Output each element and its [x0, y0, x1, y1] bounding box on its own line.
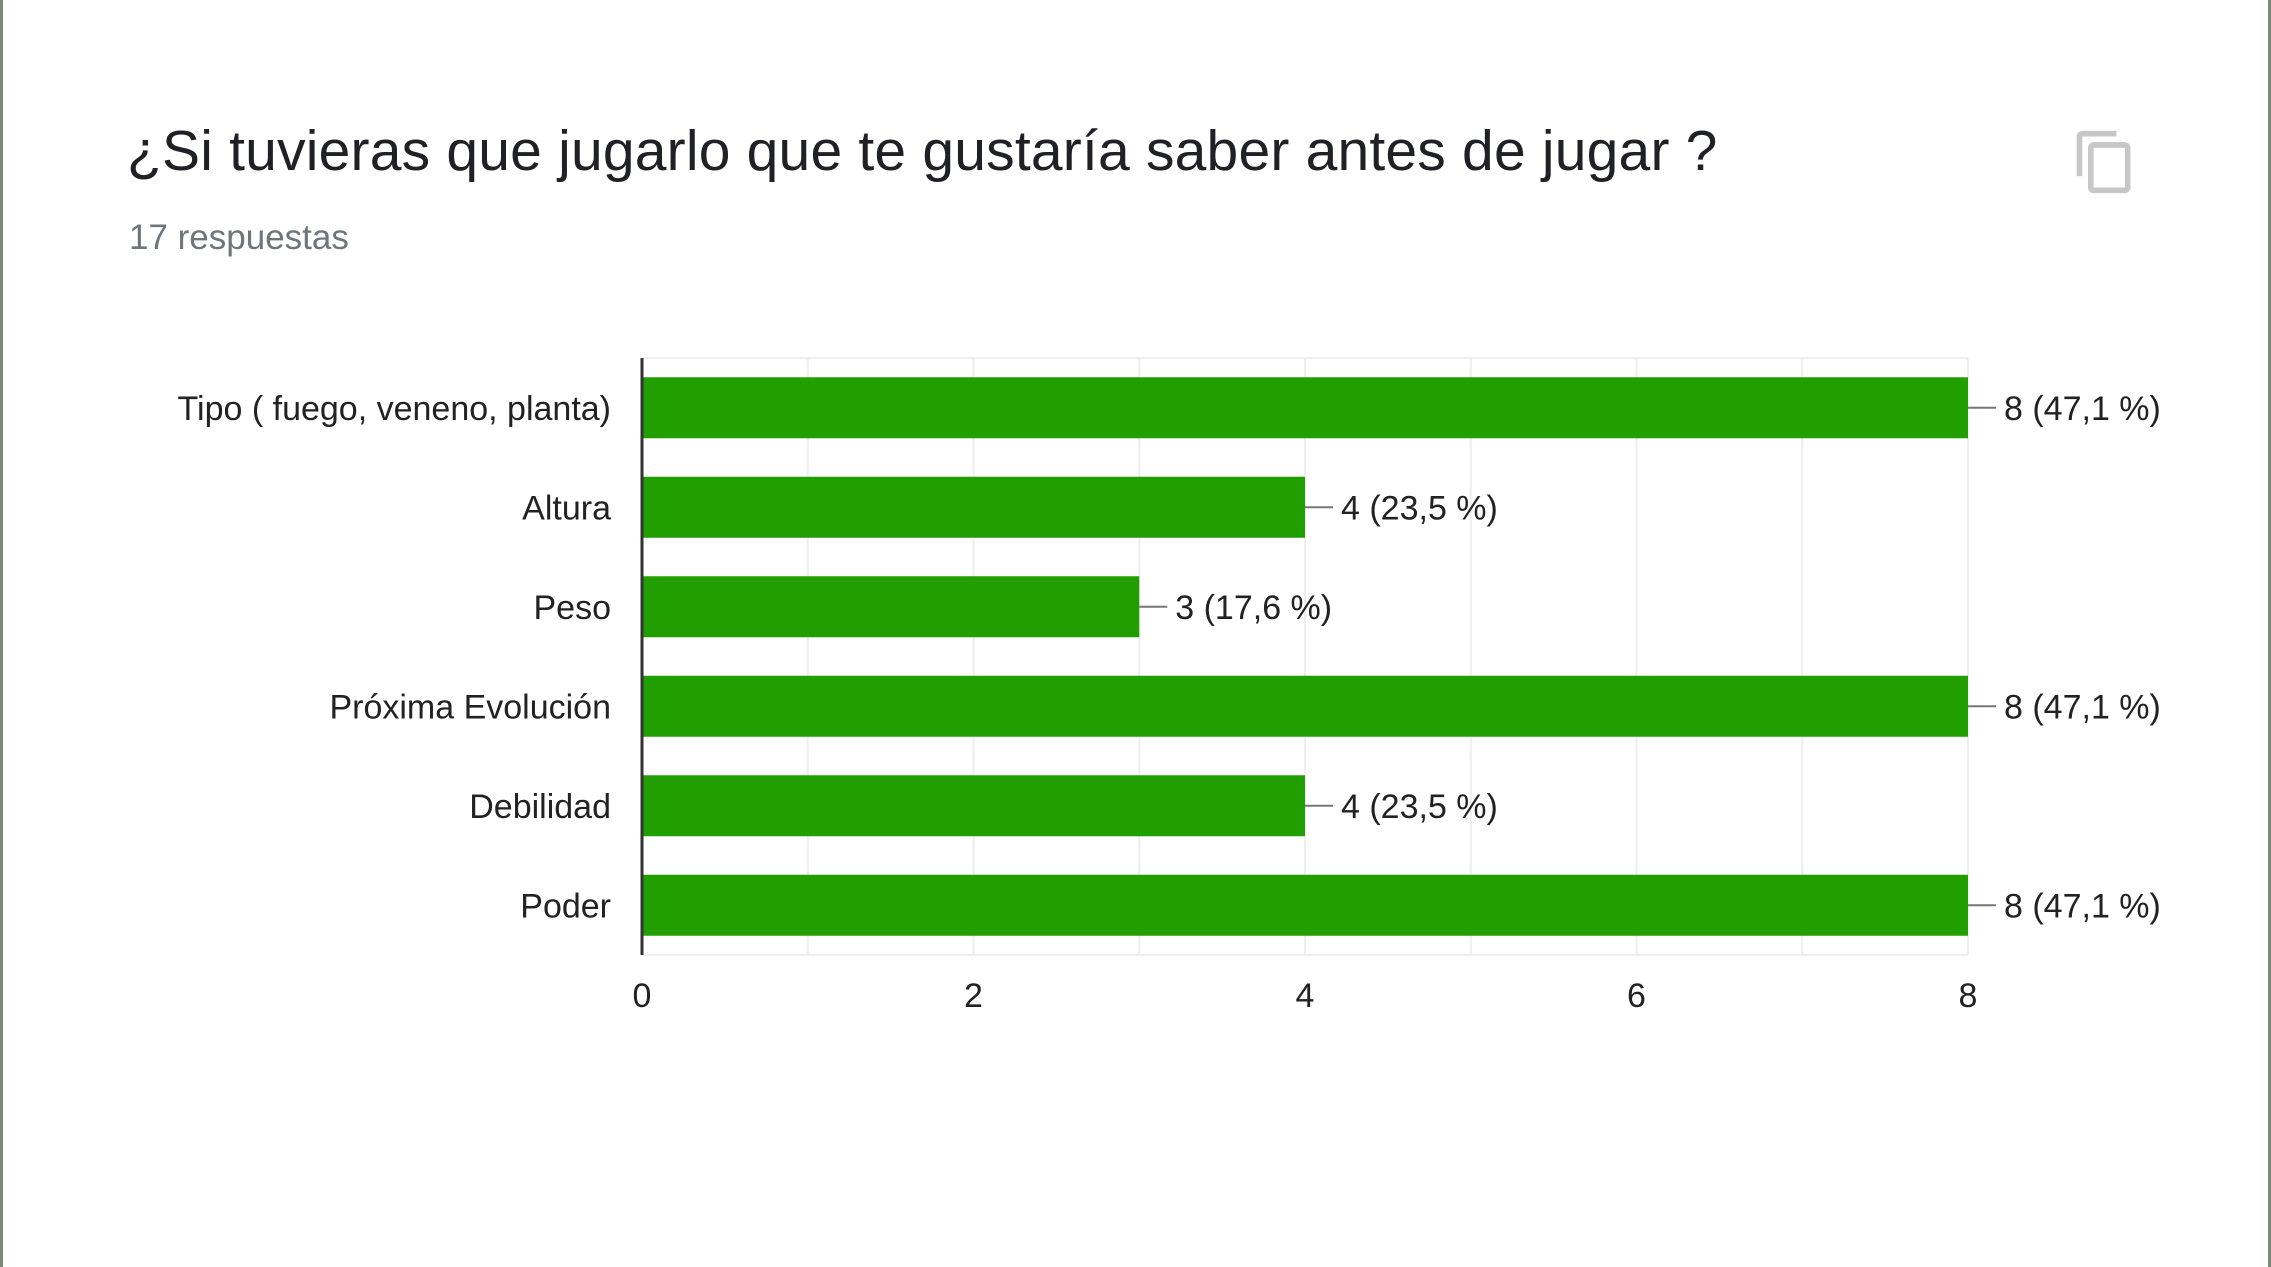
category-label: Tipo ( fuego, veneno, planta): [178, 390, 611, 428]
bar: [642, 675, 1968, 737]
bar-chart: Tipo ( fuego, veneno, planta) 8 (47,1 %) A…: [178, 357, 2161, 1015]
x-tick-label: 8: [1959, 977, 1978, 1015]
response-count: 17 respuestas: [129, 218, 349, 257]
data-label: 4 (23,5 %): [1341, 489, 1498, 527]
bar: [642, 576, 1140, 638]
category-label: Altura: [522, 489, 611, 527]
category-label: Próxima Evolución: [329, 688, 611, 726]
x-tick-label: 4: [1296, 977, 1315, 1015]
copy-icon[interactable]: [2071, 128, 2139, 196]
data-label: 8 (47,1 %): [2004, 390, 2161, 428]
data-label: 8 (47,1 %): [2004, 887, 2161, 925]
data-label: 3 (17,6 %): [1175, 589, 1332, 627]
data-label: 4 (23,5 %): [1341, 788, 1498, 826]
bar: [642, 874, 1968, 936]
category-label: Debilidad: [469, 788, 611, 826]
x-tick-label: 2: [964, 977, 983, 1015]
copy-icon-graphic: [2076, 130, 2131, 194]
bar: [642, 476, 1305, 538]
category-label: Poder: [520, 887, 611, 925]
x-tick-label: 6: [1627, 977, 1646, 1015]
x-tick-label: 0: [633, 977, 652, 1015]
bar: [642, 775, 1305, 837]
question-title: ¿Si tuvieras que jugarlo que te gustaría…: [127, 119, 1718, 183]
data-label: 8 (47,1 %): [2004, 688, 2161, 726]
bar: [642, 377, 1968, 439]
category-label: Peso: [534, 589, 612, 627]
